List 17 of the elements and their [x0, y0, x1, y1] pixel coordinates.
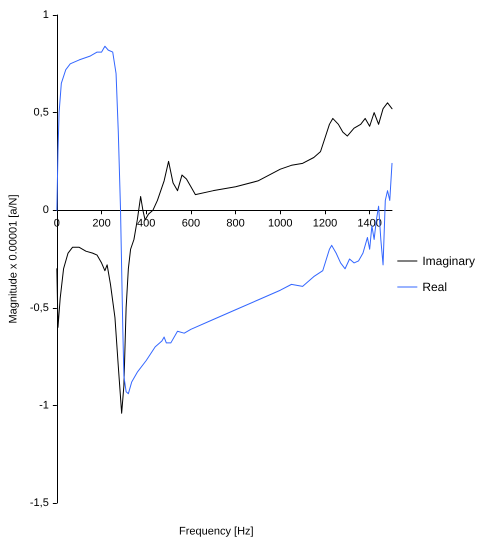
- legend-label: Real: [422, 280, 447, 294]
- x-tick-label: 1000: [268, 218, 293, 230]
- y-tick-label: 1: [42, 9, 49, 21]
- legend-label: Imaginary: [422, 254, 475, 268]
- y-tick-label: 0,5: [34, 106, 49, 119]
- x-tick-label: 400: [137, 218, 156, 230]
- y-tick-label: -1,5: [30, 497, 49, 509]
- line-series: [56, 46, 392, 394]
- x-tick-label: 200: [92, 218, 111, 230]
- y-tick-label: 0: [42, 204, 49, 216]
- y-tick-label: -1: [39, 399, 49, 412]
- x-tick-label: 1200: [312, 218, 338, 230]
- y-tick-label: -0,5: [30, 302, 49, 314]
- x-tick-label: 600: [182, 218, 200, 230]
- x-tick-label: 800: [226, 218, 245, 230]
- x-axis-title: Frequency [Hz]: [179, 526, 254, 538]
- y-axis-title: Magnitude x 0.00001 [a/N]: [8, 194, 20, 324]
